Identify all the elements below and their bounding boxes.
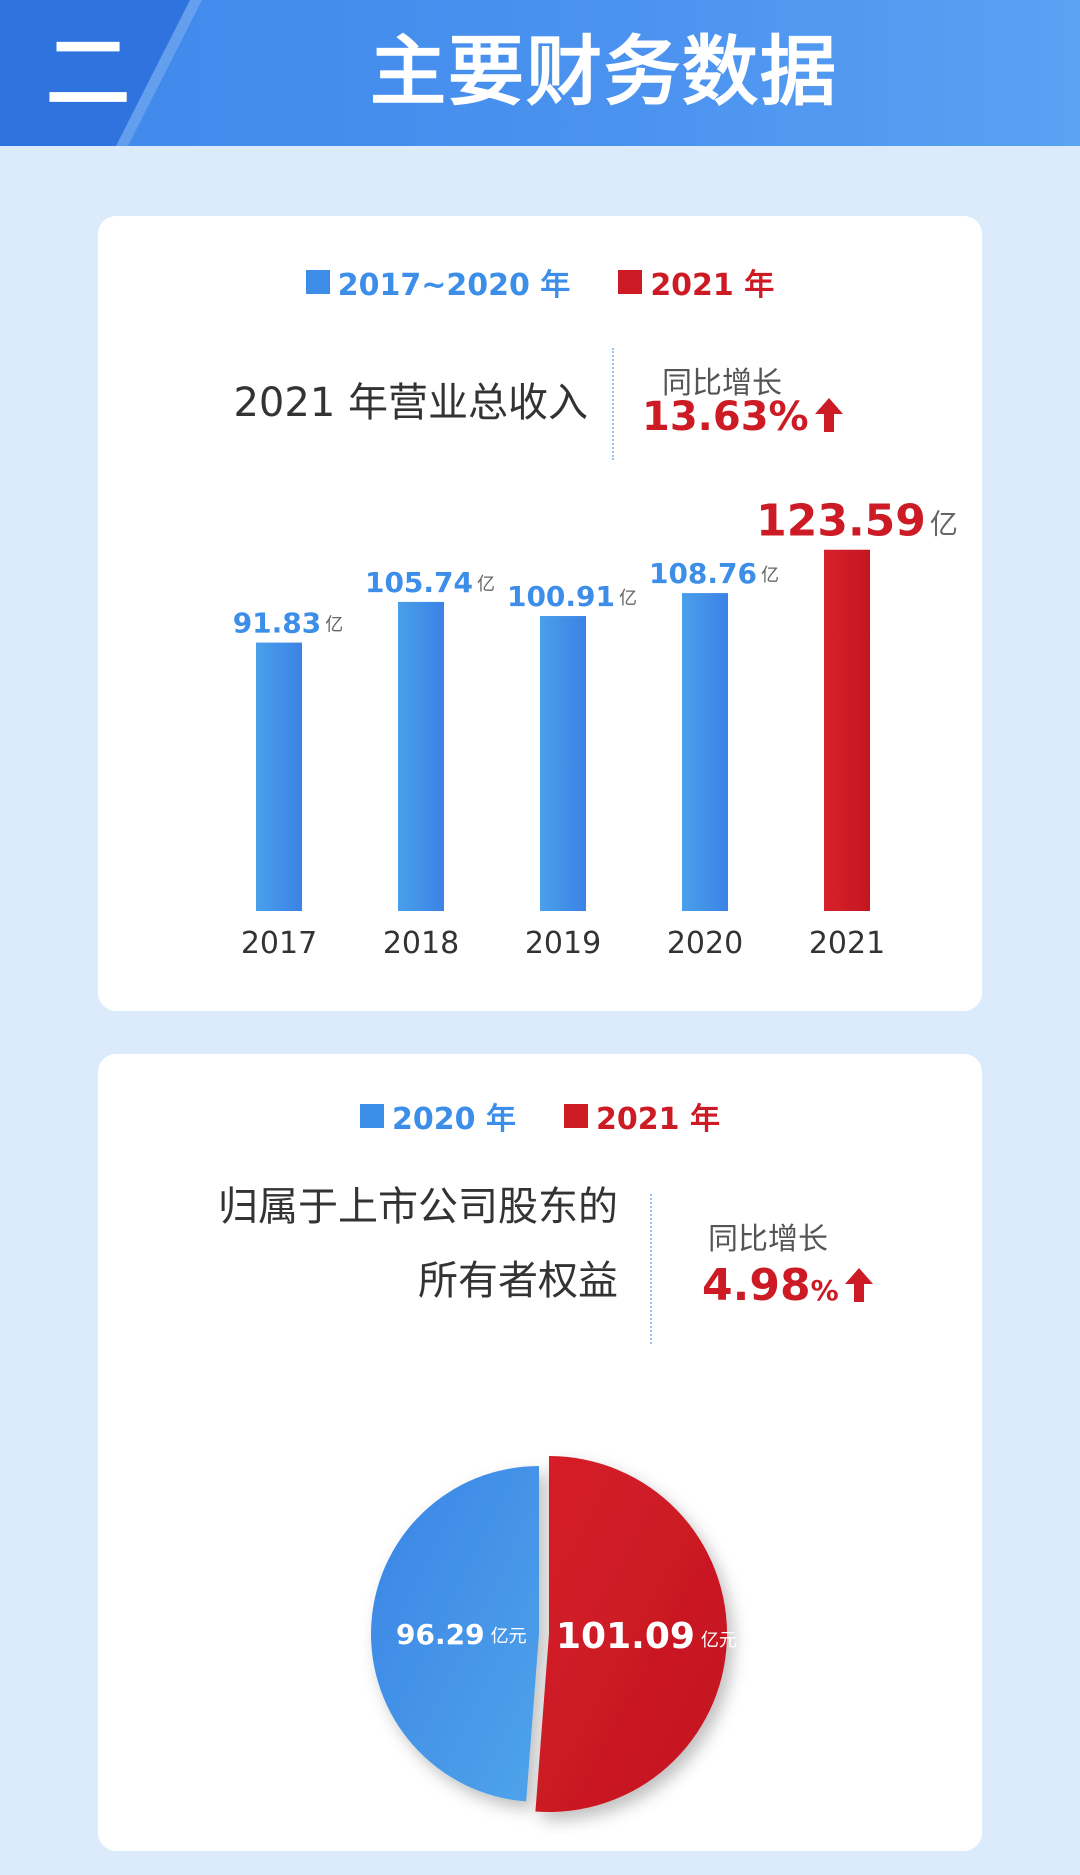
growth-caption: 同比增长 (708, 1222, 828, 1257)
bar-value-label: 105.74 (365, 566, 473, 599)
bar-2018 (398, 601, 444, 911)
legend-item-2021: 2021 年 (618, 260, 774, 304)
x-tick-label: 2020 (667, 926, 743, 961)
metric-divider (650, 1194, 652, 1344)
pie-slice-2020 (371, 1466, 539, 1802)
section-title: 主要财务数据 (370, 27, 838, 116)
pie-value-label-2021: 101.09 (556, 1616, 695, 1657)
x-tick-label: 2018 (383, 926, 459, 961)
bar-unit-label: 亿 (325, 615, 343, 636)
equity-metric-label-line2: 所有者权益 (418, 1258, 618, 1304)
legend-label: 2020 年 (392, 1102, 516, 1137)
bar-value-label: 108.76 (649, 557, 757, 590)
metric-divider (612, 348, 614, 460)
bar-unit-label: 亿 (477, 574, 495, 595)
bar-unit-label: 亿 (619, 588, 637, 609)
x-tick-label: 2019 (525, 926, 601, 961)
equity-legend: 2020 年 2021 年 (98, 1094, 982, 1138)
legend-label: 2021 年 (596, 1102, 720, 1137)
revenue-card: 2017~2020 年 2021 年 2021 年营业总收入 同比增长 13.6… (98, 216, 982, 1011)
legend-label: 2021 年 (650, 268, 775, 303)
revenue-legend: 2017~2020 年 2021 年 (98, 260, 982, 304)
bar-value-label: 123.59 (756, 496, 926, 547)
bar-unit-label: 亿 (930, 508, 958, 541)
x-tick-label: 2017 (241, 926, 317, 961)
legend-swatch-red (564, 1104, 588, 1128)
legend-item-2021: 2021 年 (564, 1094, 720, 1138)
pie-value-label-2020: 96.29 (396, 1618, 485, 1651)
bar-value-label: 100.91 (507, 580, 615, 613)
arrow-up-icon (844, 1268, 873, 1302)
revenue-metric-label: 2021 年营业总收入 (233, 380, 588, 426)
bar-2017 (256, 642, 302, 911)
pie-unit-label: 亿元 (491, 1626, 527, 1647)
arrow-up-icon (814, 398, 843, 432)
equity-growth-value: 4.98% (702, 1260, 873, 1311)
bar-2019 (540, 616, 586, 911)
legend-swatch-blue (360, 1104, 385, 1128)
growth-caption: 同比增长 (662, 366, 782, 401)
legend-item-2017-2020: 2017~2020 年 (305, 260, 571, 304)
legend-item-2020: 2020 年 (360, 1094, 516, 1138)
legend-swatch-red (618, 270, 643, 294)
legend-label: 2017~2020 年 (337, 268, 571, 303)
pie-slice-2021 (535, 1456, 727, 1812)
equity-card: 2020 年 2021 年 归属于上市公司股东的 所有者权益 同比增长 4.98… (98, 1054, 982, 1851)
growth-percent: 13.63% (642, 394, 809, 440)
pie-unit-label: 亿元 (701, 1630, 737, 1651)
equity-pie-chart: 96.29 亿元 101.09 亿元 (371, 1456, 737, 1812)
bar-2021 (824, 549, 870, 911)
bar-value-label: 91.83 (233, 607, 322, 640)
growth-number: 4.98 (702, 1260, 811, 1311)
section-header: 二 主要财务数据 (0, 0, 1080, 146)
section-number: 二 (45, 24, 130, 122)
x-tick-label: 2021 (809, 926, 885, 961)
bar-unit-label: 亿 (761, 565, 779, 586)
growth-unit: % (810, 1274, 839, 1307)
equity-metric-label-line1: 归属于上市公司股东的 (218, 1184, 618, 1230)
bar-2020 (682, 593, 728, 911)
revenue-growth-value: 13.63% (642, 394, 843, 440)
legend-swatch-blue (305, 270, 330, 294)
